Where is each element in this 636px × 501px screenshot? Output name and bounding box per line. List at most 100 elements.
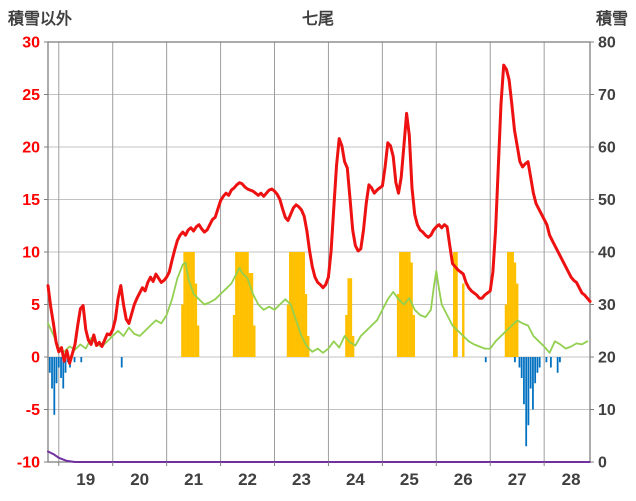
blue-bars-bar [523,357,525,405]
yellow-bars-bar [462,283,465,357]
series-green-line [47,261,589,354]
right-axis-tick-label: 40 [598,245,616,262]
yellow-bars-bar [509,252,512,357]
yellow-bars-bar [347,278,350,357]
blue-bars-bar [534,357,537,384]
blue-bars-bar [48,357,51,373]
blue-bars-bar [484,357,487,363]
x-axis-tick-label: 20 [130,470,149,489]
yellow-bars-bar [307,336,310,357]
x-axis-tick-label: 19 [76,470,95,489]
yellow-bars-bar [302,252,305,357]
left-axis-tick-label: 15 [22,192,40,209]
yellow-bars-bar [506,252,510,357]
left-axis-tick-label: 30 [22,35,40,52]
blue-bars-bar [55,357,58,384]
blue-bars-bar [525,357,528,447]
yellow-bars-bar [453,252,456,357]
red-line [46,63,592,365]
blue-bars-bar [80,357,83,363]
right-axis-tick-label: 30 [598,297,616,314]
yellow-bars-bar [291,252,294,357]
series-blue-bars [48,357,561,447]
yellow-bars-bar [239,252,243,357]
yellow-bars-bar [181,304,184,357]
yellow-bars-bar [286,304,290,357]
blue-bars-bar [51,357,53,389]
right-axis-tick-label: 10 [598,402,616,419]
yellow-bars-bar [300,252,303,357]
right-axis-tick-label: 80 [598,35,616,52]
blue-bars-bar [120,357,123,368]
left-axis-tick-label: -5 [26,402,40,419]
vertical-gridlines [58,42,545,462]
right-axis-title: 積雪 [595,11,628,28]
left-axis-tick-label: 0 [31,350,40,367]
yellow-bars-bar [408,252,411,357]
x-axis-tick-label: 26 [454,470,473,489]
yellow-bars-bar [345,315,348,357]
x-axis-tick-label: 24 [346,470,365,489]
left-axis-tick-label: 5 [31,297,40,314]
blue-bars-bar [559,357,561,363]
left-axis-tick-label: 20 [22,140,40,157]
left-axis-title: 積雪以外 [8,11,73,28]
x-axis-tick-label: 21 [184,470,203,489]
blue-bars-bar [536,357,539,373]
purple-line [47,450,591,463]
yellow-bars-bar [304,294,308,357]
yellow-bars-bar [232,315,236,357]
blue-bars-bar [556,357,559,373]
axis-labels: -10 -5 0 5 10 15 20 25 30 0 10 20 30 40 50 60 70 80 19 20 21… [17,35,616,490]
yellow-bars-bar [246,252,249,357]
yellow-bars-bar [412,315,416,357]
yellow-bars-bar [185,252,189,357]
blue-bars-bar [73,357,76,363]
yellow-bars-bar [237,252,240,357]
yellow-bars-bar [295,252,299,357]
blue-bars-bar [60,357,62,378]
blue-bars-bar [527,357,530,426]
series-red-line [46,63,592,365]
chart-title: 七尾 [301,11,334,28]
right-axis-tick-label: 70 [598,87,616,104]
right-axis-tick-label: 60 [598,140,616,157]
left-axis-tick-label: 10 [22,245,40,262]
yellow-bars-bar [190,252,193,357]
yellow-bars-bar [401,252,404,357]
yellow-bars-bar [250,273,254,357]
blue-bars-bar [529,357,532,389]
yellow-bars-bar [248,273,252,357]
yellow-bars-bar [399,252,402,357]
blue-bars-bar [550,357,552,368]
yellow-bars-bar [196,325,200,357]
yellow-bars-bar [253,325,256,357]
left-axis-tick-label: -10 [17,455,40,472]
yellow-bars-bar [244,252,247,357]
yellow-bars-bar [241,252,245,357]
yellow-bars-bar [297,252,301,357]
blue-bars-bar [520,357,523,378]
x-axis-tick-label: 27 [508,470,527,489]
green-line [47,261,589,354]
yellow-bars-bar [351,336,355,357]
x-axis-tick-label: 22 [238,470,257,489]
blue-bars-bar [538,357,541,368]
yellow-bars-bar [187,252,191,357]
blue-bars-bar [64,357,67,373]
series-purple-line [47,450,591,463]
yellow-bars-bar [192,252,195,357]
yellow-bars-bar [235,252,238,357]
left-axis-tick-label: 25 [22,87,40,104]
blue-bars-bar [545,357,548,363]
blue-bars-bar [532,357,534,410]
yellow-bars-bar [293,252,296,357]
yellow-bars-bar [194,283,198,357]
blue-bars-bar [514,357,516,363]
x-axis-tick-label: 28 [562,470,581,489]
yellow-bars-bar [405,252,409,357]
blue-bars-bar [57,357,60,368]
blue-bars-bar [62,357,65,389]
